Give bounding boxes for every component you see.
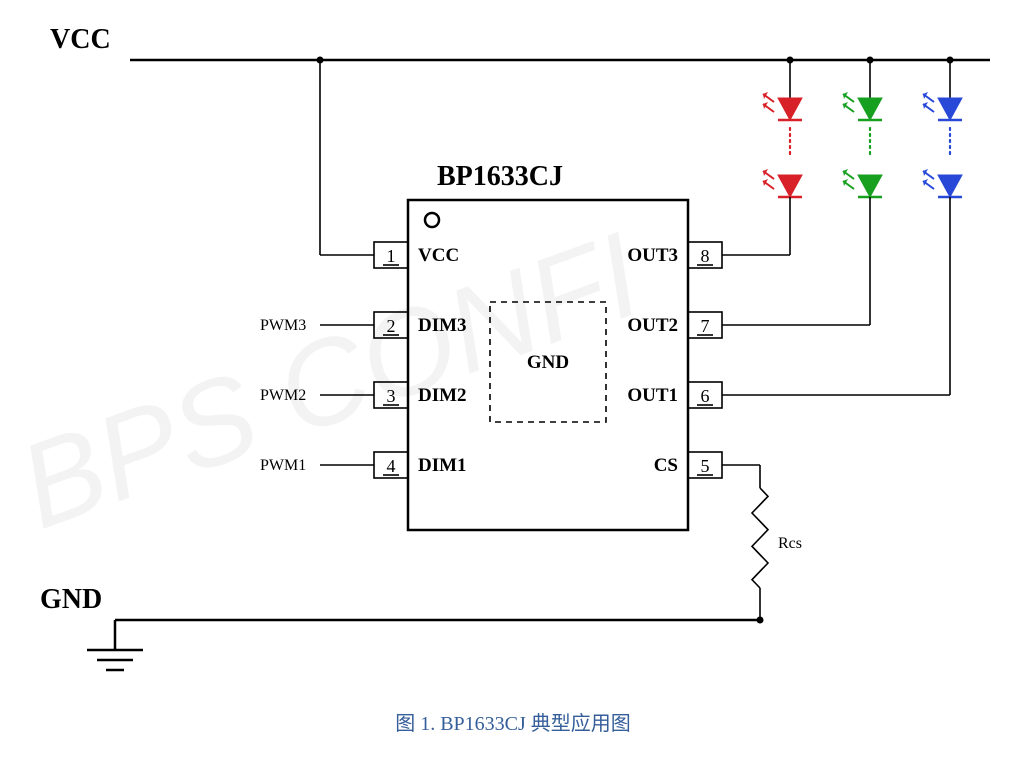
svg-text:VCC: VCC — [50, 24, 111, 55]
svg-text:DIM3: DIM3 — [418, 315, 467, 336]
svg-text:1: 1 — [387, 246, 396, 266]
svg-text:PWM2: PWM2 — [260, 387, 306, 404]
svg-text:图 1. BP1633CJ 典型应用图: 图 1. BP1633CJ 典型应用图 — [395, 712, 631, 735]
svg-text:DIM2: DIM2 — [418, 385, 467, 406]
svg-text:3: 3 — [387, 386, 396, 406]
svg-text:PWM1: PWM1 — [260, 457, 306, 474]
svg-text:OUT1: OUT1 — [627, 385, 678, 406]
svg-text:4: 4 — [387, 456, 396, 476]
svg-text:Rcs: Rcs — [778, 535, 802, 552]
svg-text:VCC: VCC — [418, 245, 459, 266]
svg-text:BPS CONFI: BPS CONFI — [3, 207, 657, 554]
svg-text:GND: GND — [527, 352, 569, 373]
svg-text:OUT3: OUT3 — [627, 245, 678, 266]
svg-text:8: 8 — [701, 246, 710, 266]
svg-text:CS: CS — [654, 455, 678, 476]
svg-text:5: 5 — [701, 456, 710, 476]
svg-text:BP1633CJ: BP1633CJ — [437, 161, 563, 192]
svg-text:GND: GND — [40, 584, 102, 615]
svg-text:7: 7 — [701, 316, 710, 336]
svg-text:OUT2: OUT2 — [627, 315, 678, 336]
svg-text:PWM3: PWM3 — [260, 317, 306, 334]
svg-text:2: 2 — [387, 316, 396, 336]
svg-text:6: 6 — [701, 386, 710, 406]
svg-text:DIM1: DIM1 — [418, 455, 467, 476]
